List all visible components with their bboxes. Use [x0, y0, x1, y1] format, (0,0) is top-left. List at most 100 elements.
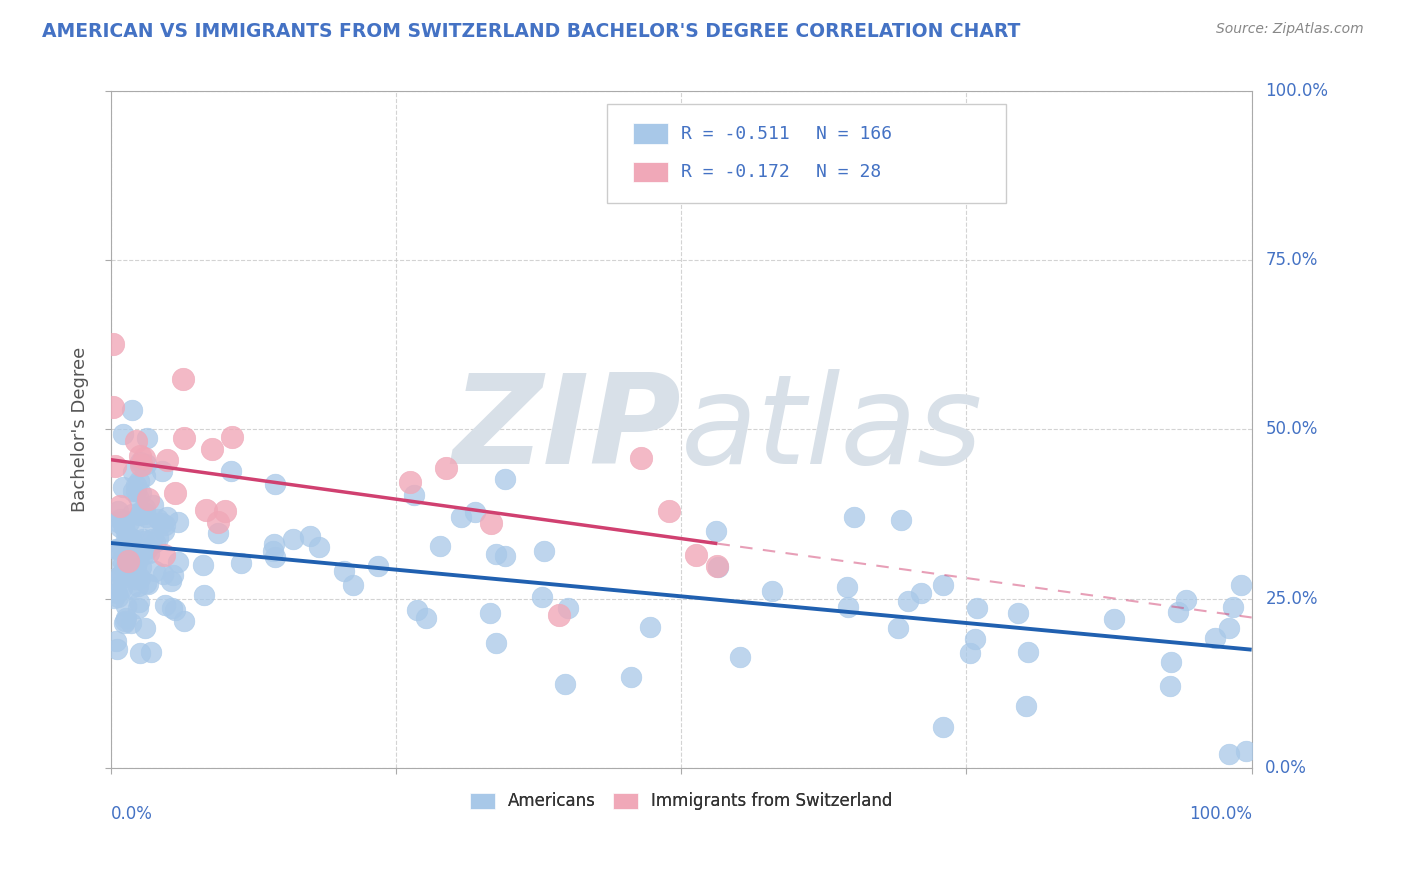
Point: [105, 586, 128, 600]
Point: [172, 372, 194, 386]
Point: [132, 451, 155, 466]
Point: [105, 642, 128, 657]
Point: [620, 670, 643, 684]
Point: [127, 600, 149, 615]
Text: atlas: atlas: [682, 368, 983, 490]
Point: [112, 518, 135, 533]
Point: [283, 532, 305, 546]
Point: [112, 520, 135, 534]
FancyBboxPatch shape: [633, 123, 668, 144]
Point: [494, 549, 516, 563]
Point: [200, 442, 222, 456]
Point: [103, 591, 125, 605]
Point: [630, 450, 652, 465]
Point: [160, 600, 183, 615]
Point: [121, 522, 143, 536]
Point: [231, 556, 253, 570]
Point: [128, 508, 150, 523]
Point: [120, 535, 142, 549]
Point: [450, 509, 472, 524]
Point: [1230, 578, 1253, 592]
Point: [114, 614, 136, 628]
Point: [1218, 747, 1240, 761]
Point: [110, 568, 132, 582]
Point: [111, 552, 134, 566]
Point: [127, 551, 149, 566]
Text: 75.0%: 75.0%: [1265, 252, 1317, 269]
Point: [129, 647, 152, 661]
Point: [115, 551, 138, 566]
Point: [842, 509, 865, 524]
Point: [333, 565, 356, 579]
Point: [1167, 605, 1189, 619]
Point: [932, 578, 955, 592]
Point: [115, 569, 138, 583]
Point: [104, 541, 127, 556]
Point: [156, 510, 179, 524]
Point: [959, 646, 981, 660]
Point: [111, 541, 134, 556]
Point: [342, 578, 364, 592]
Point: [112, 426, 135, 441]
Point: [111, 559, 134, 574]
Point: [837, 580, 859, 594]
Point: [263, 537, 285, 551]
Point: [262, 544, 284, 558]
Point: [299, 529, 322, 543]
Point: [138, 546, 160, 560]
Point: [264, 476, 287, 491]
Text: R = -0.172: R = -0.172: [682, 163, 790, 181]
Text: 0.0%: 0.0%: [1265, 759, 1308, 777]
Point: [107, 515, 129, 529]
Point: [136, 491, 159, 506]
Point: [160, 574, 183, 588]
Point: [136, 541, 159, 555]
Point: [910, 586, 932, 600]
Point: [134, 506, 156, 520]
Point: [134, 501, 156, 516]
Point: [143, 564, 166, 578]
Point: [533, 543, 555, 558]
Point: [728, 650, 751, 665]
Point: [434, 461, 457, 475]
Text: 100.0%: 100.0%: [1265, 82, 1329, 100]
Point: [112, 515, 135, 529]
Point: [1222, 600, 1244, 615]
FancyBboxPatch shape: [607, 104, 1007, 202]
Point: [125, 558, 148, 573]
Point: [107, 590, 129, 604]
Point: [153, 548, 176, 562]
Point: [143, 534, 166, 549]
Point: [897, 594, 920, 608]
Point: [134, 534, 156, 549]
Point: [932, 720, 955, 734]
Text: Source: ZipAtlas.com: Source: ZipAtlas.com: [1216, 22, 1364, 37]
Point: [146, 531, 169, 545]
Point: [125, 434, 148, 448]
Point: [1015, 699, 1038, 714]
Point: [547, 608, 569, 623]
Point: [115, 533, 138, 548]
Point: [837, 599, 859, 614]
Point: [153, 524, 176, 538]
Point: [112, 480, 135, 494]
Point: [706, 559, 728, 574]
Point: [129, 560, 152, 574]
Point: [207, 525, 229, 540]
Point: [103, 582, 125, 596]
Point: [136, 577, 159, 591]
Point: [141, 645, 163, 659]
Point: [429, 540, 451, 554]
Point: [128, 571, 150, 585]
Point: [263, 549, 285, 564]
Point: [464, 505, 486, 519]
Point: [124, 483, 146, 498]
Point: [134, 468, 156, 483]
Point: [121, 403, 143, 417]
Point: [165, 603, 187, 617]
Text: R = -0.511: R = -0.511: [682, 125, 790, 143]
Point: [1218, 621, 1240, 635]
Point: [141, 533, 163, 547]
Point: [120, 582, 142, 596]
Point: [887, 622, 910, 636]
